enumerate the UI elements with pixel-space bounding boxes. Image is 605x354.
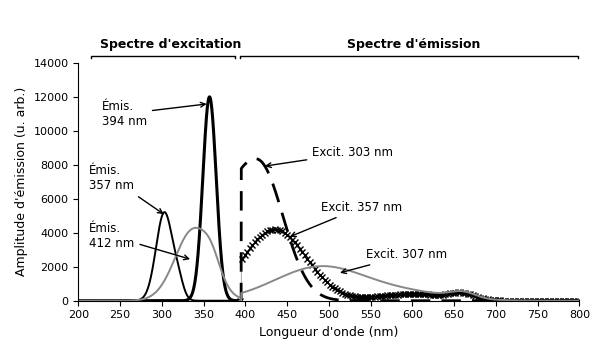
Y-axis label: Amplitude d'émission (u. arb.): Amplitude d'émission (u. arb.) xyxy=(15,87,28,276)
Text: Spectre d'excitation: Spectre d'excitation xyxy=(100,38,242,51)
Text: Excit. 307 nm: Excit. 307 nm xyxy=(341,249,448,274)
Text: Excit. 303 nm: Excit. 303 nm xyxy=(266,147,393,167)
Text: Émis.
357 nm: Émis. 357 nm xyxy=(90,164,163,213)
Text: Émis.
394 nm: Émis. 394 nm xyxy=(102,100,205,128)
Text: Excit. 357 nm: Excit. 357 nm xyxy=(291,201,402,236)
X-axis label: Longueur d'onde (nm): Longueur d'onde (nm) xyxy=(259,326,399,339)
Text: Émis.
412 nm: Émis. 412 nm xyxy=(90,222,189,259)
Text: Spectre d'émission: Spectre d'émission xyxy=(347,38,481,51)
